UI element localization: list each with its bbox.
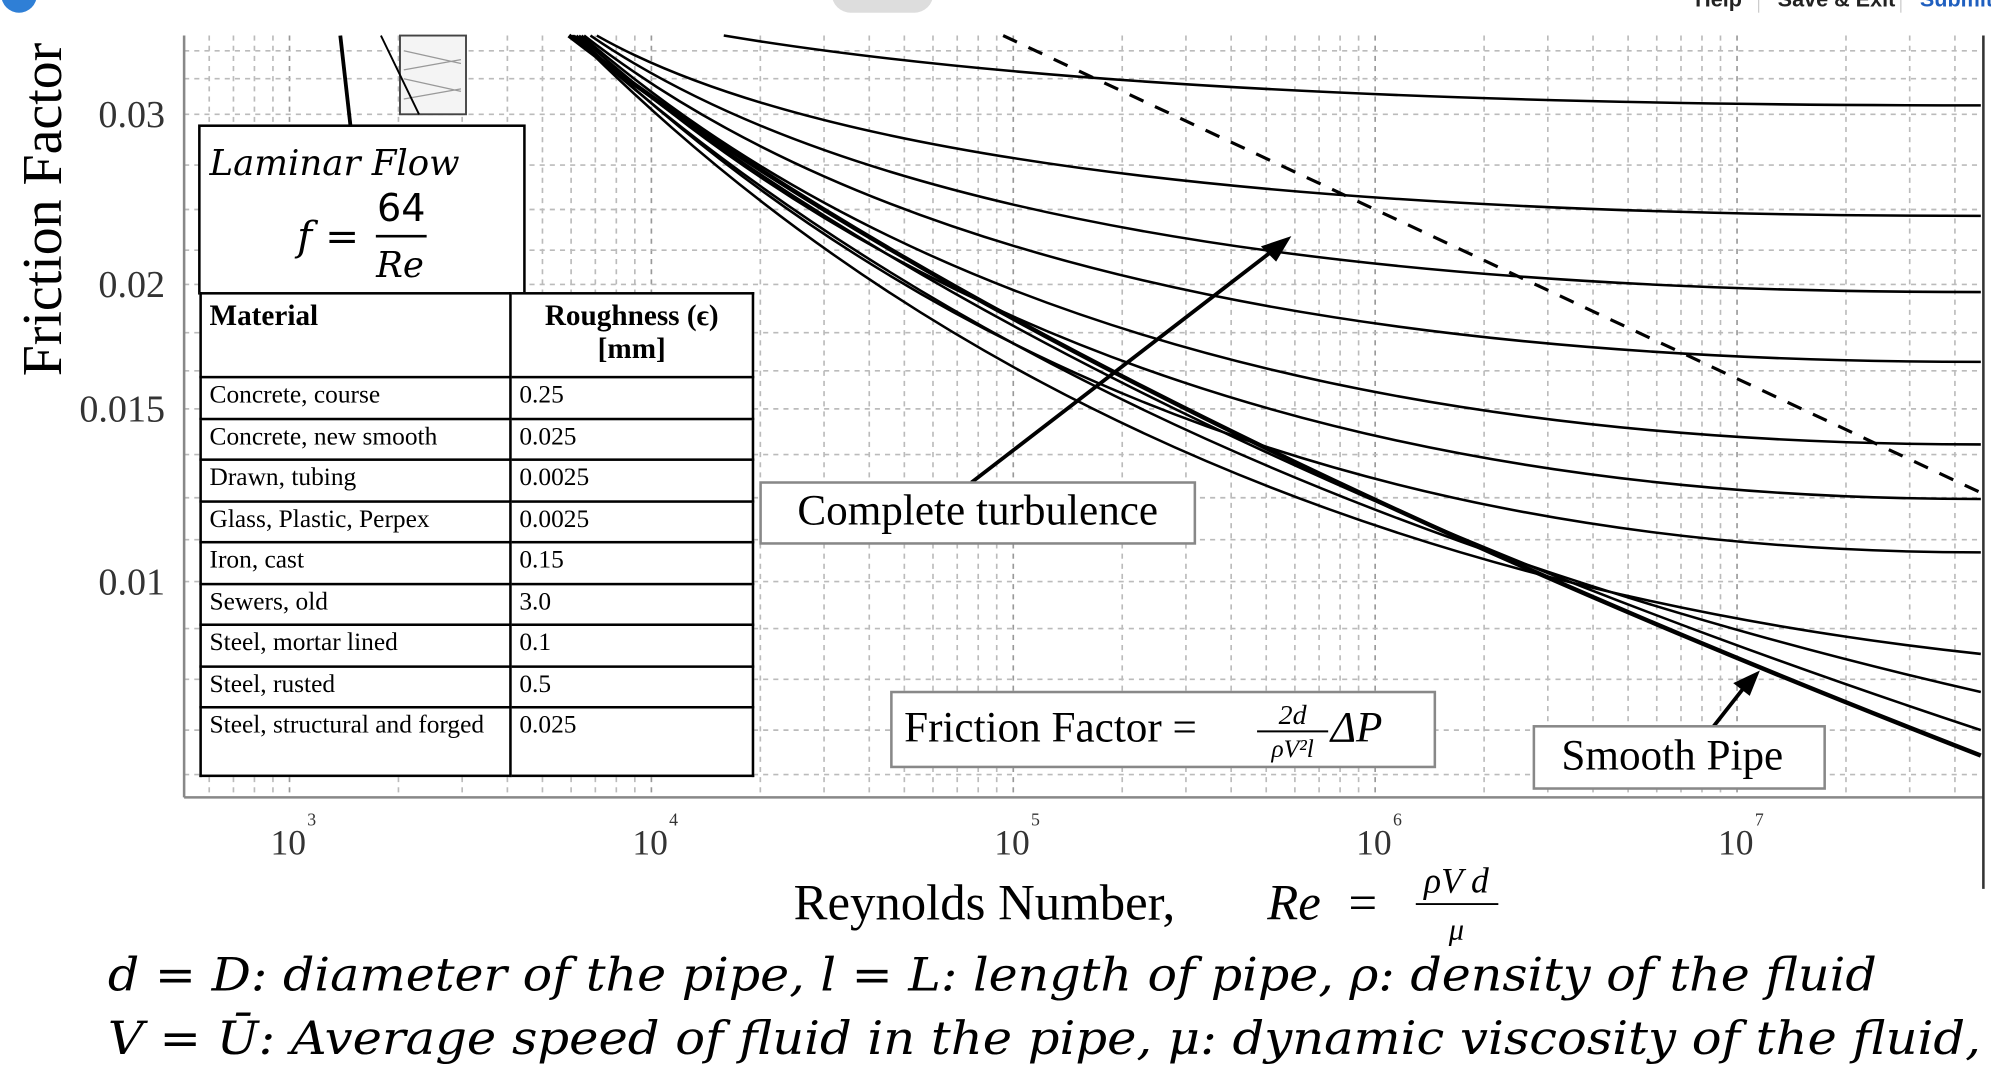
table-cell: 0.0025 [509, 499, 755, 544]
curve [589, 34, 1981, 294]
header-unit: [mm] [597, 332, 666, 365]
table-cell: 3.0 [509, 582, 755, 627]
y-tick-label: 0.02 [98, 264, 165, 306]
table-cell: Concrete, new smooth [199, 417, 512, 462]
y-tick-label: 0.03 [98, 94, 165, 136]
x-axis-denominator: μ [1448, 913, 1464, 947]
x-axis-equals: = [1348, 874, 1377, 930]
transition-line [380, 35, 420, 115]
y-tick-label: 0.01 [98, 561, 165, 603]
x-tick-base: 10 [632, 823, 668, 863]
annotation: Smooth Pipe [1561, 732, 1783, 779]
table-header: Material Roughness (ϵ) [mm] [199, 292, 755, 379]
curve [578, 34, 1981, 501]
table-row: Glass, Plastic, Perpex 0.0025 [199, 499, 755, 544]
table-row: Iron, cast 0.15 [199, 541, 755, 586]
transition-zone [399, 34, 467, 116]
x-tick-base: 10 [994, 823, 1030, 863]
table-row: Steel, structural and forged 0.025 [199, 706, 755, 778]
help-button[interactable]: Help [1695, 0, 1742, 13]
table-cell: 0.1 [509, 623, 755, 668]
table-cell: Steel, mortar lined [199, 623, 512, 668]
table-row: Steel, rusted 0.5 [199, 665, 755, 709]
table-row: Steel, mortar lined 0.1 [199, 623, 755, 668]
curve [573, 34, 1981, 656]
table-cell: 0.25 [509, 376, 755, 420]
x-tick-exponent: 6 [1393, 809, 1402, 829]
top-bar [0, 0, 1991, 16]
table-cell: Glass, Plastic, Perpex [199, 499, 512, 544]
x-tick-base: 10 [1356, 823, 1392, 863]
x-axis-label: Reynolds Number, Re = [794, 874, 1378, 930]
x-tick-exponent: 4 [669, 809, 678, 829]
smooth-pipe-curve [567, 33, 1982, 758]
annotation-box [759, 481, 1197, 545]
annotation: Complete turbulence [797, 487, 1158, 534]
note: d = D: diameter of the pipe, l = L: leng… [108, 948, 1877, 1001]
y-tick-label: 0.015 [79, 389, 165, 431]
x-tick-exponent: 7 [1755, 809, 1764, 829]
x-tick-base: 10 [1718, 823, 1754, 863]
annotation-box [1532, 725, 1826, 790]
roughness-table: Material Roughness (ϵ) [mm] Concrete, cou… [199, 292, 755, 778]
curves [567, 33, 1982, 758]
table-row: Sewers, old 3.0 [199, 582, 755, 627]
x-tick-exponent: 5 [1031, 809, 1040, 829]
table-cell: Steel, structural and forged [199, 706, 512, 778]
header-cell: Material [199, 292, 512, 379]
curve [570, 34, 1982, 732]
curve [571, 34, 1982, 694]
formula-text: Friction Factor = [904, 705, 1197, 752]
laminar-title: Laminar Flow [209, 143, 460, 184]
table-cell: 0.0025 [509, 458, 755, 503]
table-row: Concrete, new smooth 0.025 [199, 417, 755, 462]
y-axis-label: Friction Factor [12, 42, 74, 376]
curve [580, 34, 1981, 446]
header-text: Roughness (ϵ) [544, 299, 719, 332]
table-row: Drawn, tubing 0.0025 [199, 458, 755, 503]
table-cell: 0.15 [509, 541, 755, 586]
tab-pill[interactable] [832, 0, 934, 13]
arrow-head [1260, 236, 1292, 262]
table-cell: Sewers, old [199, 582, 512, 627]
x-axis-text: Reynolds Number, [794, 874, 1176, 930]
curve [596, 34, 1981, 218]
x-axis-symbol: Re [1266, 874, 1321, 930]
curve [723, 34, 1981, 107]
hatch [403, 50, 462, 100]
formula-rhs: ΔP [1329, 705, 1383, 752]
table-cell: Drawn, tubing [199, 458, 512, 503]
formula-box [890, 690, 1437, 769]
info-icon[interactable] [1, 0, 37, 13]
submit-button[interactable]: Submit [1920, 0, 1991, 13]
table-cell: 0.025 [509, 417, 755, 462]
x-axis-numerator: ρV d [1423, 861, 1489, 901]
laminar-denominator: Re [375, 245, 424, 286]
table-cell: Iron, cast [199, 541, 512, 586]
table-row: Concrete, course 0.25 [199, 376, 755, 420]
arrow [970, 243, 1282, 485]
formula-numerator: 2d [1279, 700, 1308, 731]
laminar-lhs: f = [294, 212, 359, 260]
laminar-numerator: 64 [377, 186, 425, 230]
laminar-line [338, 35, 353, 126]
note: V = Ū: Average speed of fluid in the pip… [108, 1011, 1981, 1065]
table-cell: 0.5 [509, 665, 755, 709]
header-cell: Roughness (ϵ) [mm] [509, 292, 755, 379]
laminar-box [198, 124, 526, 295]
table-cell: Steel, rusted [199, 665, 512, 709]
table-cell: 0.025 [509, 706, 755, 778]
x-tick-base: 10 [270, 823, 306, 863]
turbulence-boundary [1002, 34, 1982, 495]
table-cell: Concrete, course [199, 376, 512, 420]
x-tick-exponent: 3 [307, 809, 316, 829]
save-exit-button[interactable]: Save & Exit [1778, 0, 1896, 13]
formula-denominator: ρV²l [1270, 735, 1313, 763]
curve [575, 34, 1981, 554]
arrow-head [1733, 670, 1760, 696]
curve [583, 34, 1981, 364]
